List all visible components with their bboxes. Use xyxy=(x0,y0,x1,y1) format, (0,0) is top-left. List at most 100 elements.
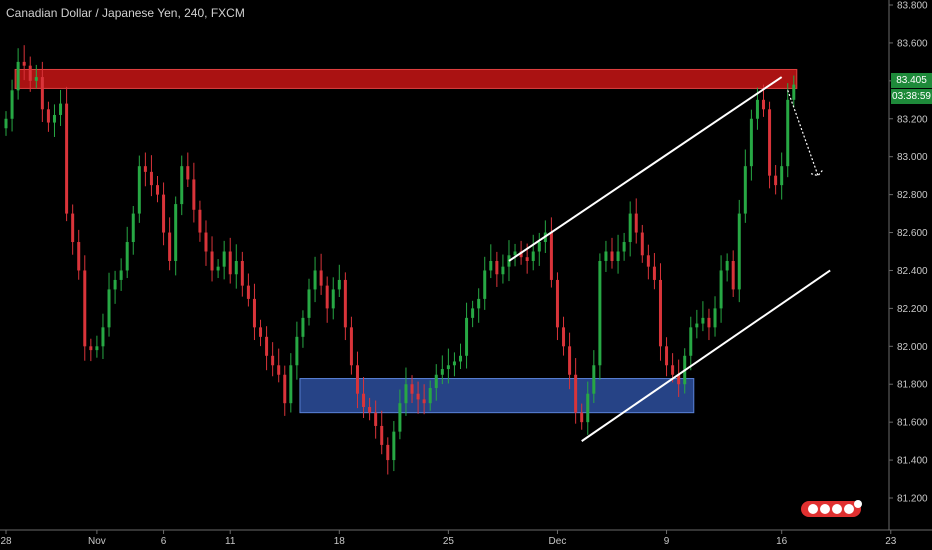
candle-body xyxy=(337,279,341,290)
candle-body xyxy=(495,260,499,275)
candle-body xyxy=(301,317,305,337)
candle-body xyxy=(46,109,50,123)
price-tick-label: 82.000 xyxy=(897,342,928,353)
candle-body xyxy=(362,393,366,407)
candle-body xyxy=(222,251,226,267)
candle-body xyxy=(331,289,335,309)
candle-body xyxy=(89,346,93,351)
candle-body xyxy=(52,114,56,123)
resistance-zone xyxy=(14,68,798,89)
price-tick-label: 81.800 xyxy=(897,380,928,391)
candle-body xyxy=(210,251,214,271)
candle-body xyxy=(525,257,529,261)
time-tick-label: 23 xyxy=(885,536,897,547)
price-tick-label: 81.400 xyxy=(897,456,928,467)
candle-body xyxy=(125,242,129,271)
candle-body xyxy=(737,213,741,290)
candle-body xyxy=(343,279,347,328)
candle-body xyxy=(537,242,541,252)
candle-body xyxy=(501,266,505,275)
candle-body xyxy=(113,279,117,290)
candle-body xyxy=(792,84,796,100)
price-tick-label: 83.600 xyxy=(897,38,928,49)
candle-body xyxy=(137,166,141,214)
candle-body xyxy=(156,185,159,195)
candle-body xyxy=(755,99,759,119)
bar-countdown-badge: 03:38:59 xyxy=(891,89,932,104)
candle-body xyxy=(228,251,232,275)
candle-body xyxy=(307,289,311,318)
candle-body xyxy=(398,403,402,432)
candle-body xyxy=(428,388,432,404)
candle-body xyxy=(519,251,523,258)
candle-body xyxy=(555,279,559,328)
time-tick-label: Nov xyxy=(88,536,106,547)
channel-upper xyxy=(508,76,783,262)
candle-body xyxy=(325,285,329,309)
candle-body xyxy=(83,270,87,347)
candle-body xyxy=(762,99,765,110)
candle-body xyxy=(640,232,644,256)
candle-body xyxy=(271,355,275,366)
price-tick-label: 83.200 xyxy=(897,114,928,125)
price-tick-label: 82.600 xyxy=(897,228,928,239)
candle-body xyxy=(10,90,14,119)
price-tick-label: 81.200 xyxy=(897,494,928,505)
candle-body xyxy=(610,251,614,261)
candle-body xyxy=(295,336,299,366)
candle-body xyxy=(404,384,408,404)
candle-body xyxy=(586,393,590,423)
candle-body xyxy=(452,361,456,366)
candle-body xyxy=(143,166,147,172)
candle-body xyxy=(149,171,153,186)
candle-body xyxy=(259,327,263,337)
tradingview-watermark-icon xyxy=(800,498,866,520)
candle-body xyxy=(101,327,105,347)
candle-body xyxy=(459,355,462,362)
time-tick-label: Dec xyxy=(549,536,567,547)
candle-body xyxy=(368,406,372,413)
candle-body xyxy=(695,323,699,328)
candle-body xyxy=(786,99,790,167)
candle-body xyxy=(186,166,190,180)
candle-body xyxy=(780,166,784,186)
candle-body xyxy=(513,251,517,256)
candle-body xyxy=(465,317,469,356)
candle-body xyxy=(283,374,287,404)
candle-body xyxy=(40,77,44,110)
candle-body xyxy=(422,399,426,404)
channel-lower xyxy=(581,269,831,442)
candle-body xyxy=(22,61,26,66)
candle-body xyxy=(16,61,20,91)
candle-body xyxy=(119,270,123,280)
time-tick-label: 6 xyxy=(161,536,167,547)
candle-body xyxy=(592,365,596,394)
candle-body xyxy=(628,213,632,243)
candle-body xyxy=(725,260,729,271)
candle-body xyxy=(95,346,99,351)
candle-body xyxy=(531,251,535,261)
price-tick-label: 81.600 xyxy=(897,418,928,429)
candle-body xyxy=(192,179,196,210)
candle-body xyxy=(246,285,250,299)
candle-body xyxy=(731,260,735,290)
candle-body xyxy=(168,232,172,261)
candle-body xyxy=(549,232,553,280)
candle-body xyxy=(410,384,414,394)
candle-body xyxy=(59,103,63,115)
price-tick-label: 83.000 xyxy=(897,152,928,163)
candle-body xyxy=(34,77,38,81)
candle-body xyxy=(616,251,620,261)
candle-body xyxy=(477,298,481,309)
candle-body xyxy=(768,109,772,176)
candle-body xyxy=(265,336,269,356)
candle-body xyxy=(562,327,566,347)
candle-body xyxy=(289,365,293,404)
projection-arrow xyxy=(787,90,819,176)
candle-body xyxy=(204,232,208,252)
projection-arrowhead xyxy=(810,169,824,177)
candle-body xyxy=(483,270,487,299)
candle-body xyxy=(380,425,384,445)
